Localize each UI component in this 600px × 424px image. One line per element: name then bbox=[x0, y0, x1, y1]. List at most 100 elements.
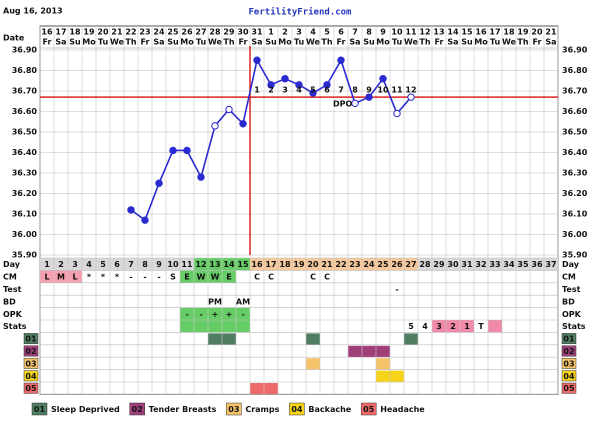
symptom-code-bg bbox=[23, 382, 39, 394]
temperature-point bbox=[169, 146, 177, 155]
dpo-number: 8 bbox=[352, 86, 358, 95]
date-number: 27 bbox=[195, 28, 206, 37]
day-number: 19 bbox=[293, 260, 305, 269]
day-number: 26 bbox=[391, 260, 403, 269]
stats-cell bbox=[180, 320, 194, 333]
weekday: We bbox=[306, 38, 321, 47]
y-tick-label: 36.40 bbox=[562, 148, 588, 157]
day-number: 17 bbox=[265, 260, 276, 269]
legend-label: Cramps bbox=[245, 405, 279, 414]
date-number: 6 bbox=[338, 28, 344, 37]
legend-label: Backache bbox=[308, 405, 351, 414]
symptom-cell bbox=[376, 345, 390, 358]
weekday: Fr bbox=[141, 38, 150, 47]
legend-code: 01 bbox=[34, 405, 46, 414]
dpo-number: 12 bbox=[405, 86, 416, 95]
y-tick-label: 36.90 bbox=[562, 46, 588, 55]
day-number: 18 bbox=[279, 260, 291, 269]
symptom-code: 03 bbox=[25, 359, 36, 368]
date-number: 31 bbox=[251, 28, 263, 37]
temperature-point bbox=[365, 93, 373, 101]
weekday: Sa bbox=[153, 38, 164, 47]
weekday: Su bbox=[69, 38, 81, 47]
date-number: 23 bbox=[139, 28, 150, 37]
opk-text: + bbox=[226, 310, 233, 319]
legend-code: 04 bbox=[291, 405, 303, 414]
day-number: 23 bbox=[349, 260, 360, 269]
symptom-code-bg bbox=[561, 370, 577, 382]
symptom-cell bbox=[250, 383, 264, 395]
stats-cell bbox=[446, 320, 460, 333]
symptom-code-bg bbox=[23, 345, 39, 357]
day-number: 8 bbox=[142, 260, 148, 269]
weekday: Tu bbox=[196, 38, 207, 47]
date-number: 20 bbox=[97, 28, 109, 37]
date-number: 3 bbox=[296, 28, 302, 37]
symptom-code-bg bbox=[561, 357, 577, 369]
y-tick-label: 35.90 bbox=[12, 251, 38, 260]
day-number: 27 bbox=[405, 260, 416, 269]
symptom-code: 05 bbox=[563, 384, 575, 393]
y-tick-label: 36.40 bbox=[12, 148, 38, 157]
symptom-cell bbox=[404, 333, 418, 345]
dpo-number: 3 bbox=[282, 86, 288, 95]
day-number: 1 bbox=[44, 260, 50, 269]
temperature-point bbox=[295, 81, 303, 89]
stats-text: 4 bbox=[422, 322, 428, 331]
cm-cell bbox=[40, 270, 54, 283]
day-number: 20 bbox=[307, 260, 319, 269]
temperature-point bbox=[183, 146, 191, 155]
symptom-cell bbox=[208, 333, 222, 345]
weekday: Tu bbox=[392, 38, 403, 47]
dpo-number: 2 bbox=[268, 86, 274, 95]
day-number: 10 bbox=[167, 260, 179, 269]
cm-text: C bbox=[310, 273, 316, 282]
legend-swatch bbox=[226, 402, 242, 416]
weekday: Mo bbox=[474, 38, 488, 47]
temperature-point bbox=[253, 56, 261, 64]
day-number: 16 bbox=[251, 260, 263, 269]
temperature-point bbox=[393, 109, 401, 118]
opk-text: + bbox=[212, 310, 219, 319]
weekday: Mo bbox=[180, 38, 194, 47]
day-number: 13 bbox=[209, 260, 220, 269]
temperature-point bbox=[127, 206, 135, 214]
day-number: 11 bbox=[181, 260, 193, 269]
stats-text: 1 bbox=[464, 322, 470, 331]
symptom-cell bbox=[264, 383, 278, 395]
cm-cell bbox=[68, 270, 82, 283]
weekday: Sa bbox=[447, 38, 458, 47]
row-label: Stats bbox=[562, 322, 586, 331]
symptom-cell bbox=[390, 370, 404, 382]
bd-text: PM bbox=[208, 297, 222, 306]
date-number: 19 bbox=[517, 28, 529, 37]
stats-text: 5 bbox=[408, 322, 414, 331]
row-label: Day bbox=[3, 260, 21, 269]
y-tick-label: 36.70 bbox=[562, 87, 588, 96]
row-label: BD bbox=[3, 297, 16, 306]
y-tick-label: 35.90 bbox=[562, 251, 588, 260]
symptom-cell bbox=[376, 358, 390, 370]
y-tick-label: 36.70 bbox=[12, 87, 38, 96]
cm-text: S bbox=[170, 273, 176, 282]
cm-text: C bbox=[254, 273, 260, 282]
day-number: 36 bbox=[531, 260, 543, 269]
symptom-cell bbox=[306, 358, 320, 370]
date-number: 7 bbox=[352, 28, 358, 37]
day-number: 34 bbox=[503, 260, 515, 269]
weekday: We bbox=[208, 38, 223, 47]
cm-cell bbox=[194, 270, 208, 283]
dpo-number: 5 bbox=[310, 86, 316, 95]
opk-cell bbox=[208, 307, 222, 320]
day-number: 22 bbox=[335, 260, 346, 269]
weekday: Mo bbox=[82, 38, 96, 47]
temperature-point bbox=[211, 122, 219, 130]
cm-text: - bbox=[143, 273, 146, 282]
weekday: Th bbox=[223, 38, 234, 47]
legend-code: 05 bbox=[363, 405, 375, 414]
date-number: 18 bbox=[69, 28, 81, 37]
weekday: Fr bbox=[435, 38, 444, 47]
day-number: 33 bbox=[489, 260, 500, 269]
day-number: 28 bbox=[419, 260, 431, 269]
temperature-point bbox=[197, 173, 205, 181]
